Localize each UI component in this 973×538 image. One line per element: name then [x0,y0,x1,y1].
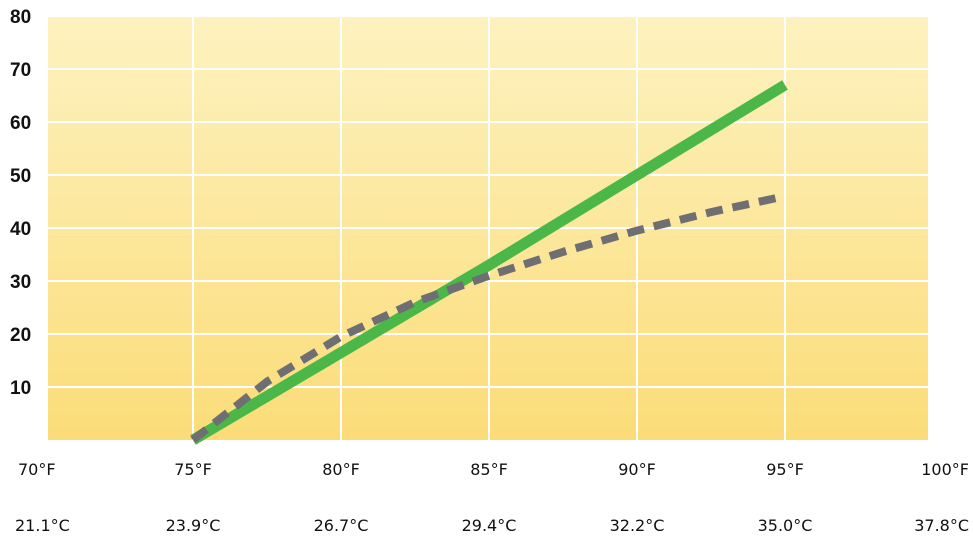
x-tick-label-f-75: 75°F [174,460,212,479]
x-tick-label-f-80: 80°F [322,460,360,479]
y-tick-label-80: 80 [10,7,31,28]
x-tick-label-f-85: 85°F [470,460,508,479]
y-tick-label-20: 20 [10,325,31,346]
y-tick-label-70: 70 [10,60,31,81]
y-tick-label-50: 50 [10,166,31,187]
y-tick-label-60: 60 [10,113,31,134]
x-tick-label-f-95: 95°F [766,460,804,479]
series-line-1-solid [190,80,788,445]
data-series [190,80,788,445]
x-tick-label-c-90: 32.2°C [610,516,665,535]
x-tick-label-f-70: 70°F [18,460,56,479]
y-axis-tick-labels: 10 20 30 40 50 60 70 80 [10,7,31,399]
x-tick-label-f-90: 90°F [618,460,656,479]
x-tick-label-c-95: 35.0°C [758,516,813,535]
x-tick-label-c-75: 23.9°C [166,516,221,535]
x-tick-label-c-100: 37.8°C [914,516,969,535]
x-axis-tick-labels: 70°F 21.1°C 75°F 23.9°C 80°F 26.7°C 85°F 29.4°C… [15,460,969,535]
grid-lines [48,15,928,440]
x-tick-label-c-80: 26.7°C [314,516,369,535]
y-tick-label-40: 40 [10,219,31,240]
series-line-2-dashed [190,192,786,444]
x-tick-label-c-70: 21.1°C [15,516,70,535]
x-tick-label-f-100: 100°F [921,460,969,479]
y-tick-label-10: 10 [10,378,31,399]
y-tick-label-30: 30 [10,272,31,293]
x-tick-label-c-85: 29.4°C [462,516,517,535]
